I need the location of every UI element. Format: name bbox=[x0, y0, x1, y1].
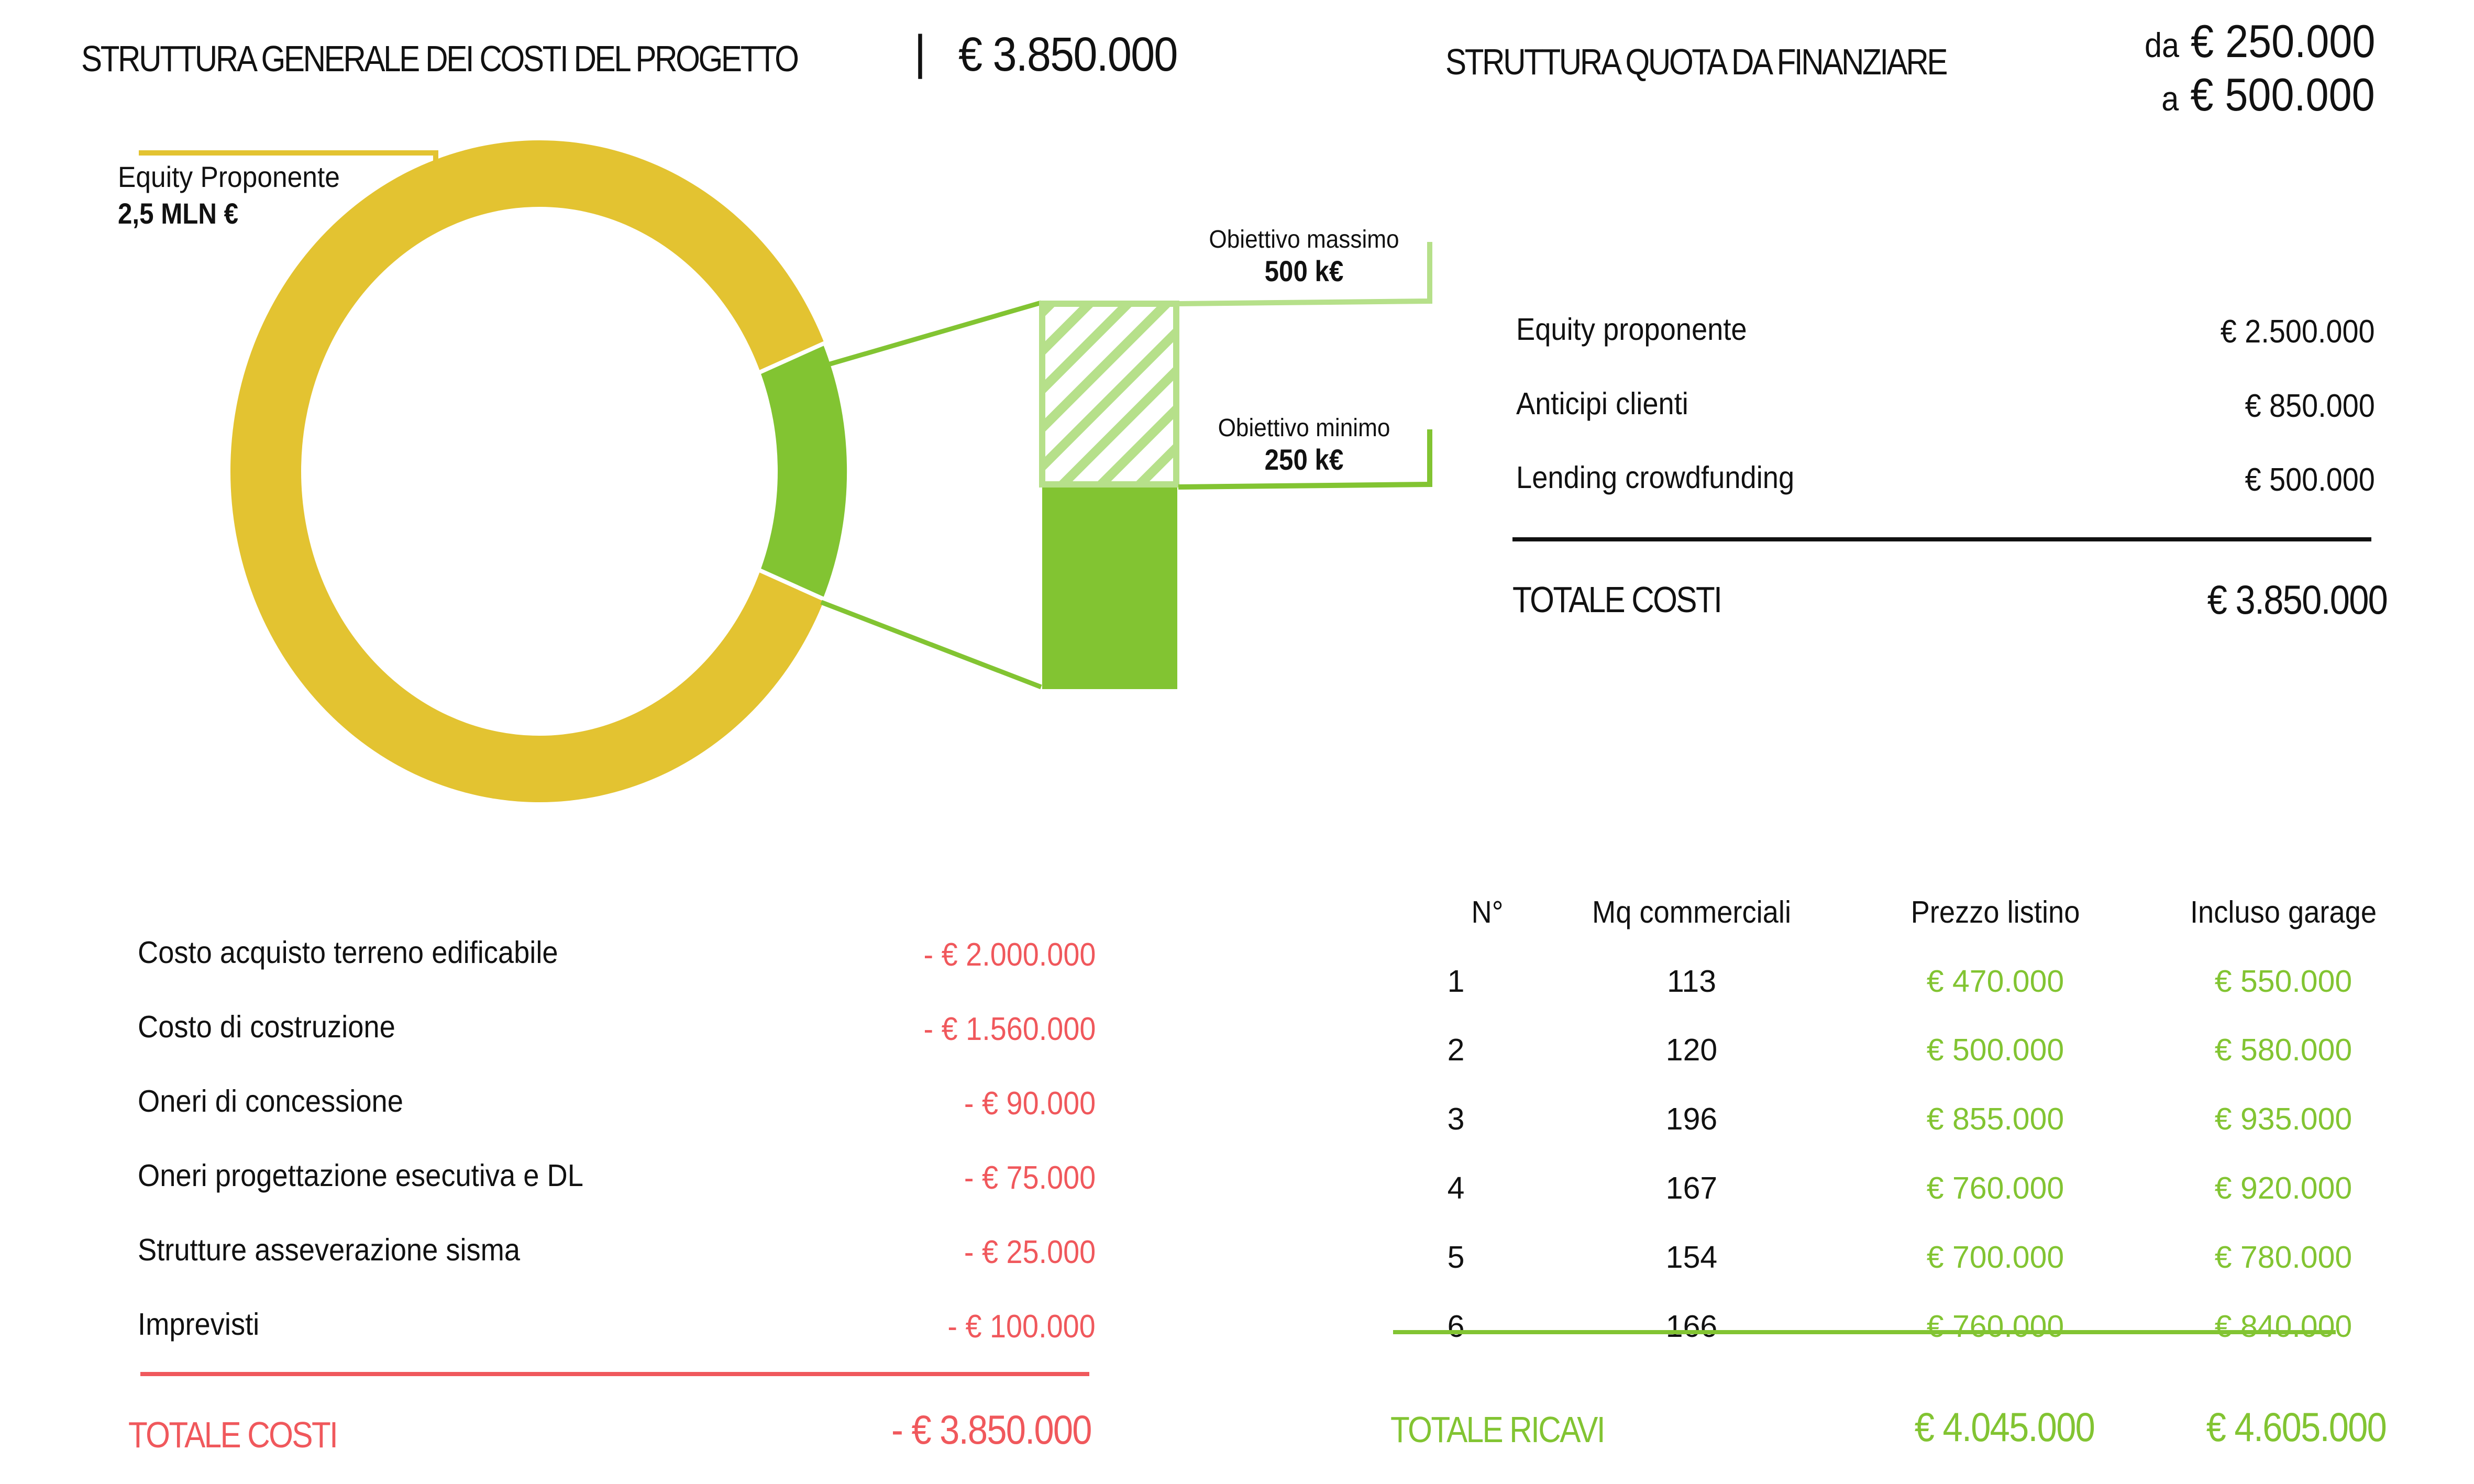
revenue-divider bbox=[1393, 1330, 2336, 1334]
unit-sqm: 120 bbox=[1665, 1033, 1718, 1067]
funding-structure-title: STRUTTURA QUOTA DA FINANZIARE bbox=[1445, 41, 1948, 82]
cost-row-label: Oneri progettazione esecutiva e DL bbox=[138, 1158, 583, 1193]
unit-number: 6 bbox=[1447, 1309, 1465, 1344]
min-target-value: 250 k€ bbox=[1264, 443, 1344, 476]
unit-sqm: 154 bbox=[1665, 1240, 1718, 1275]
cost-row-value: - € 75.000 bbox=[964, 1160, 1096, 1196]
unit-number: 4 bbox=[1447, 1171, 1465, 1205]
unit-price-with-garage: € 935.000 bbox=[2214, 1102, 2352, 1136]
equity-callout-line bbox=[139, 150, 438, 202]
unit-number: 3 bbox=[1447, 1102, 1465, 1136]
min-callout-line bbox=[1178, 429, 1432, 490]
funding-divider bbox=[1512, 537, 2371, 541]
revenue-total-label: TOTALE RICAVI bbox=[1390, 1409, 1606, 1450]
cost-row-value: - € 1.560.000 bbox=[923, 1011, 1096, 1047]
funding-row-value: € 2.500.000 bbox=[2221, 314, 2375, 350]
funding-row-value: € 850.000 bbox=[2245, 388, 2375, 424]
unit-list-price: € 760.000 bbox=[1926, 1171, 2064, 1205]
funding-row-label: Lending crowdfunding bbox=[1516, 460, 1795, 495]
unit-price-with-garage: € 920.000 bbox=[2214, 1171, 2352, 1205]
unit-sqm: 167 bbox=[1665, 1171, 1718, 1205]
cost-row-label: Costo acquisto terreno edificabile bbox=[138, 935, 558, 970]
revenue-header-number: N° bbox=[1471, 895, 1504, 929]
unit-price-with-garage: € 580.000 bbox=[2214, 1033, 2352, 1067]
min-target-label: Obiettivo minimo bbox=[1218, 414, 1390, 442]
funding-total-label: TOTALE COSTI bbox=[1512, 579, 1722, 620]
costs-total-label: TOTALE COSTI bbox=[128, 1414, 338, 1455]
costs-total-value: - € 3.850.000 bbox=[891, 1407, 1092, 1453]
revenue-total-with-garage: € 4.605.000 bbox=[2206, 1404, 2387, 1450]
funding-row-label: Equity proponente bbox=[1516, 312, 1747, 347]
cost-row-label: Strutture asseverazione sisma bbox=[138, 1233, 521, 1267]
unit-price-with-garage: € 840.000 bbox=[2214, 1309, 2352, 1344]
cost-row-value: - € 2.000.000 bbox=[923, 937, 1096, 973]
equity-value: 2,5 MLN € bbox=[118, 197, 239, 230]
bar-min-solid bbox=[1042, 488, 1177, 689]
unit-number: 2 bbox=[1447, 1033, 1465, 1067]
funding-range-from: da € 250.000 bbox=[2144, 15, 2375, 67]
unit-number: 1 bbox=[1447, 964, 1465, 999]
cost-row-label: Oneri di concessione bbox=[138, 1084, 403, 1118]
bar-max-hatched bbox=[1039, 301, 1179, 488]
cost-row-label: Costo di costruzione bbox=[138, 1010, 395, 1044]
funding-range-to: a € 500.000 bbox=[2161, 69, 2375, 120]
max-target-value: 500 k€ bbox=[1264, 254, 1344, 287]
unit-list-price: € 855.000 bbox=[1926, 1102, 2064, 1136]
connector-bottom bbox=[820, 600, 1042, 690]
unit-list-price: € 500.000 bbox=[1926, 1033, 2064, 1067]
funding-row-label: Anticipi clienti bbox=[1516, 386, 1688, 421]
max-target-callout: Obiettivo massimo 500 k€ bbox=[1168, 225, 1440, 288]
unit-list-price: € 700.000 bbox=[1926, 1240, 2064, 1275]
unit-number: 5 bbox=[1447, 1240, 1465, 1275]
funding-total-value: € 3.850.000 bbox=[2207, 577, 2388, 623]
unit-sqm: 196 bbox=[1665, 1102, 1718, 1136]
unit-sqm: 113 bbox=[1666, 964, 1717, 999]
revenue-total-list-price: € 4.045.000 bbox=[1914, 1404, 2095, 1450]
revenue-header-list-price: Prezzo listino bbox=[1910, 895, 2080, 929]
costs-divider bbox=[140, 1372, 1089, 1376]
max-target-label: Obiettivo massimo bbox=[1209, 226, 1399, 253]
unit-list-price: € 470.000 bbox=[1926, 964, 2064, 999]
cost-row-value: - € 100.000 bbox=[947, 1309, 1096, 1345]
cost-row-value: - € 25.000 bbox=[964, 1234, 1096, 1270]
revenue-header-sqm: Mq commerciali bbox=[1592, 895, 1792, 929]
unit-price-with-garage: € 780.000 bbox=[2214, 1240, 2352, 1275]
title-separator: | bbox=[914, 26, 926, 79]
revenue-header-with-garage: Incluso garage bbox=[2190, 895, 2377, 929]
cost-row-value: - € 90.000 bbox=[964, 1086, 1096, 1122]
donut-chart bbox=[230, 140, 852, 802]
unit-sqm: 166 bbox=[1665, 1309, 1718, 1344]
donut-segment-financing bbox=[534, 340, 852, 603]
equity-label: Equity Proponente bbox=[118, 160, 340, 193]
cost-row-label: Imprevisti bbox=[138, 1307, 260, 1342]
max-callout-line bbox=[1178, 242, 1432, 306]
min-target-callout: Obiettivo minimo 250 k€ bbox=[1168, 414, 1440, 477]
unit-price-with-garage: € 550.000 bbox=[2214, 964, 2352, 999]
project-total-amount: € 3.850.000 bbox=[958, 28, 1178, 81]
unit-list-price: € 760.000 bbox=[1926, 1309, 2064, 1344]
connector-top bbox=[820, 300, 1042, 369]
cost-structure-title: STRUTTURA GENERALE DEI COSTI DEL PROGETT… bbox=[81, 38, 799, 79]
funding-row-value: € 500.000 bbox=[2245, 462, 2375, 498]
